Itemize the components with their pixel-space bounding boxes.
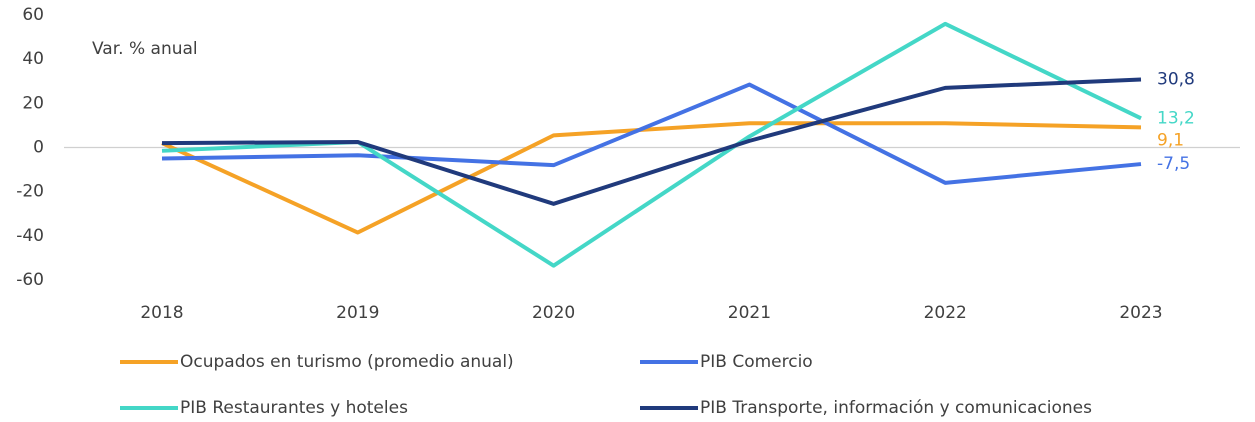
series-line [161, 21, 1142, 268]
legend-label: PIB Transporte, información y comunicaci… [700, 398, 1092, 418]
x-tick-label: 2019 [336, 303, 379, 323]
y-tick-label: 0 [33, 138, 44, 158]
series-line [161, 82, 1142, 185]
x-tick-label: 2018 [140, 303, 183, 323]
y-tick-label: 60 [22, 5, 44, 25]
x-tick-label: 2021 [728, 303, 771, 323]
y-tick-label: -40 [16, 226, 44, 246]
annotation: Var. % anual [92, 39, 198, 59]
value-label: -7,5 [1157, 154, 1190, 174]
x-tick-label: 2023 [1119, 303, 1162, 323]
legend-label: PIB Restaurantes y hoteles [180, 398, 408, 418]
value-label: 9,1 [1157, 130, 1184, 150]
y-tick-label: -60 [16, 270, 44, 290]
x-tick-label: 2022 [924, 303, 967, 323]
value-label: 30,8 [1157, 69, 1195, 89]
series-line [161, 77, 1142, 206]
y-tick-label: 20 [22, 93, 44, 113]
series-line [161, 121, 1142, 235]
y-tick-label: -20 [16, 182, 44, 202]
value-label: 13,2 [1157, 108, 1195, 128]
legend-label: PIB Comercio [700, 352, 813, 372]
y-tick-label: 40 [22, 49, 44, 69]
legend-label: Ocupados en turismo (promedio anual) [180, 352, 514, 372]
x-tick-label: 2020 [532, 303, 575, 323]
